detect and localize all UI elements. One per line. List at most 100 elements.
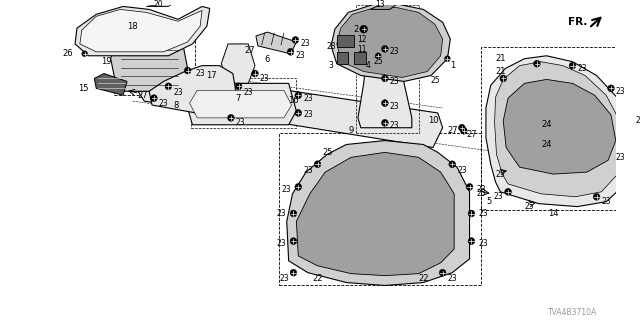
Text: 23: 23 <box>390 121 399 130</box>
Text: 25: 25 <box>322 148 332 157</box>
Circle shape <box>228 115 234 121</box>
Circle shape <box>593 193 600 200</box>
Polygon shape <box>111 34 188 91</box>
Polygon shape <box>486 56 633 207</box>
Text: 23: 23 <box>303 110 313 119</box>
Text: 9: 9 <box>349 126 354 135</box>
Text: 3: 3 <box>328 61 333 70</box>
Text: 23: 23 <box>390 101 399 110</box>
Polygon shape <box>75 6 210 56</box>
Polygon shape <box>94 74 127 95</box>
Circle shape <box>439 269 446 276</box>
Text: 23: 23 <box>282 185 292 194</box>
Text: TVA4B3710A: TVA4B3710A <box>548 308 598 316</box>
Bar <box>337 52 348 64</box>
Circle shape <box>445 56 451 62</box>
Circle shape <box>468 238 475 244</box>
Text: 23: 23 <box>279 274 289 283</box>
Text: 23: 23 <box>447 274 457 283</box>
Text: 22: 22 <box>418 274 429 283</box>
Polygon shape <box>331 4 451 81</box>
Circle shape <box>295 109 301 116</box>
Circle shape <box>381 119 388 126</box>
Circle shape <box>150 95 157 102</box>
Text: 4: 4 <box>365 61 370 70</box>
Text: 28: 28 <box>326 42 336 52</box>
Polygon shape <box>221 44 255 84</box>
Text: 23: 23 <box>493 192 503 201</box>
Text: FR.: FR. <box>568 17 587 27</box>
Circle shape <box>295 183 301 190</box>
Text: 25: 25 <box>495 170 505 179</box>
Text: 11: 11 <box>357 45 367 54</box>
Text: 23: 23 <box>303 166 313 175</box>
Text: 23: 23 <box>577 64 587 73</box>
Text: 25: 25 <box>430 76 440 85</box>
Text: 23: 23 <box>276 209 286 218</box>
Polygon shape <box>132 68 443 148</box>
Text: 23: 23 <box>478 209 488 218</box>
Circle shape <box>252 70 259 77</box>
Polygon shape <box>495 62 623 197</box>
Circle shape <box>314 161 321 168</box>
Circle shape <box>295 92 301 99</box>
Circle shape <box>381 75 388 82</box>
Bar <box>191 78 296 128</box>
Text: 5: 5 <box>486 197 492 206</box>
Text: 10: 10 <box>428 116 438 125</box>
Text: 23: 23 <box>300 39 310 48</box>
Text: 23: 23 <box>478 239 488 248</box>
Polygon shape <box>371 4 396 9</box>
Text: 23: 23 <box>616 153 625 162</box>
Text: 23: 23 <box>457 166 467 175</box>
Polygon shape <box>189 90 292 118</box>
Text: 25: 25 <box>476 189 486 198</box>
Text: 27: 27 <box>245 46 255 55</box>
Text: 23: 23 <box>616 87 625 96</box>
Text: 15: 15 <box>79 84 89 93</box>
Polygon shape <box>80 9 202 52</box>
Circle shape <box>165 83 172 90</box>
Text: 23: 23 <box>602 197 611 206</box>
Circle shape <box>82 51 88 57</box>
Circle shape <box>460 127 467 134</box>
Text: 23: 23 <box>195 69 205 78</box>
Text: 20: 20 <box>154 0 164 9</box>
Circle shape <box>607 85 614 92</box>
Text: 24: 24 <box>541 120 552 129</box>
Text: 14: 14 <box>548 209 559 218</box>
Circle shape <box>287 48 294 55</box>
Circle shape <box>292 36 299 44</box>
Text: 27: 27 <box>447 126 458 135</box>
Text: 23: 23 <box>243 88 253 97</box>
Circle shape <box>375 53 381 59</box>
Polygon shape <box>337 7 443 77</box>
Bar <box>481 47 640 210</box>
Text: 6: 6 <box>265 55 270 64</box>
Polygon shape <box>149 66 236 115</box>
Circle shape <box>569 62 576 69</box>
Circle shape <box>449 161 456 168</box>
Circle shape <box>381 45 388 52</box>
Circle shape <box>236 83 242 90</box>
Circle shape <box>624 115 631 121</box>
Text: 23: 23 <box>236 118 245 127</box>
Text: 23: 23 <box>173 88 183 97</box>
Circle shape <box>381 100 388 107</box>
Circle shape <box>468 210 475 217</box>
Text: 8: 8 <box>173 100 179 109</box>
Text: 26: 26 <box>62 49 73 58</box>
Text: 2: 2 <box>353 25 358 34</box>
Circle shape <box>627 149 634 156</box>
Text: 17: 17 <box>206 71 217 80</box>
Text: 23: 23 <box>296 51 305 60</box>
Text: 7: 7 <box>235 94 241 103</box>
Text: 25: 25 <box>373 57 383 66</box>
Text: 23: 23 <box>276 239 286 248</box>
Circle shape <box>290 238 297 244</box>
Circle shape <box>184 67 191 74</box>
Text: 27: 27 <box>137 91 148 100</box>
Polygon shape <box>256 32 296 54</box>
Polygon shape <box>147 4 172 6</box>
Polygon shape <box>185 84 296 125</box>
